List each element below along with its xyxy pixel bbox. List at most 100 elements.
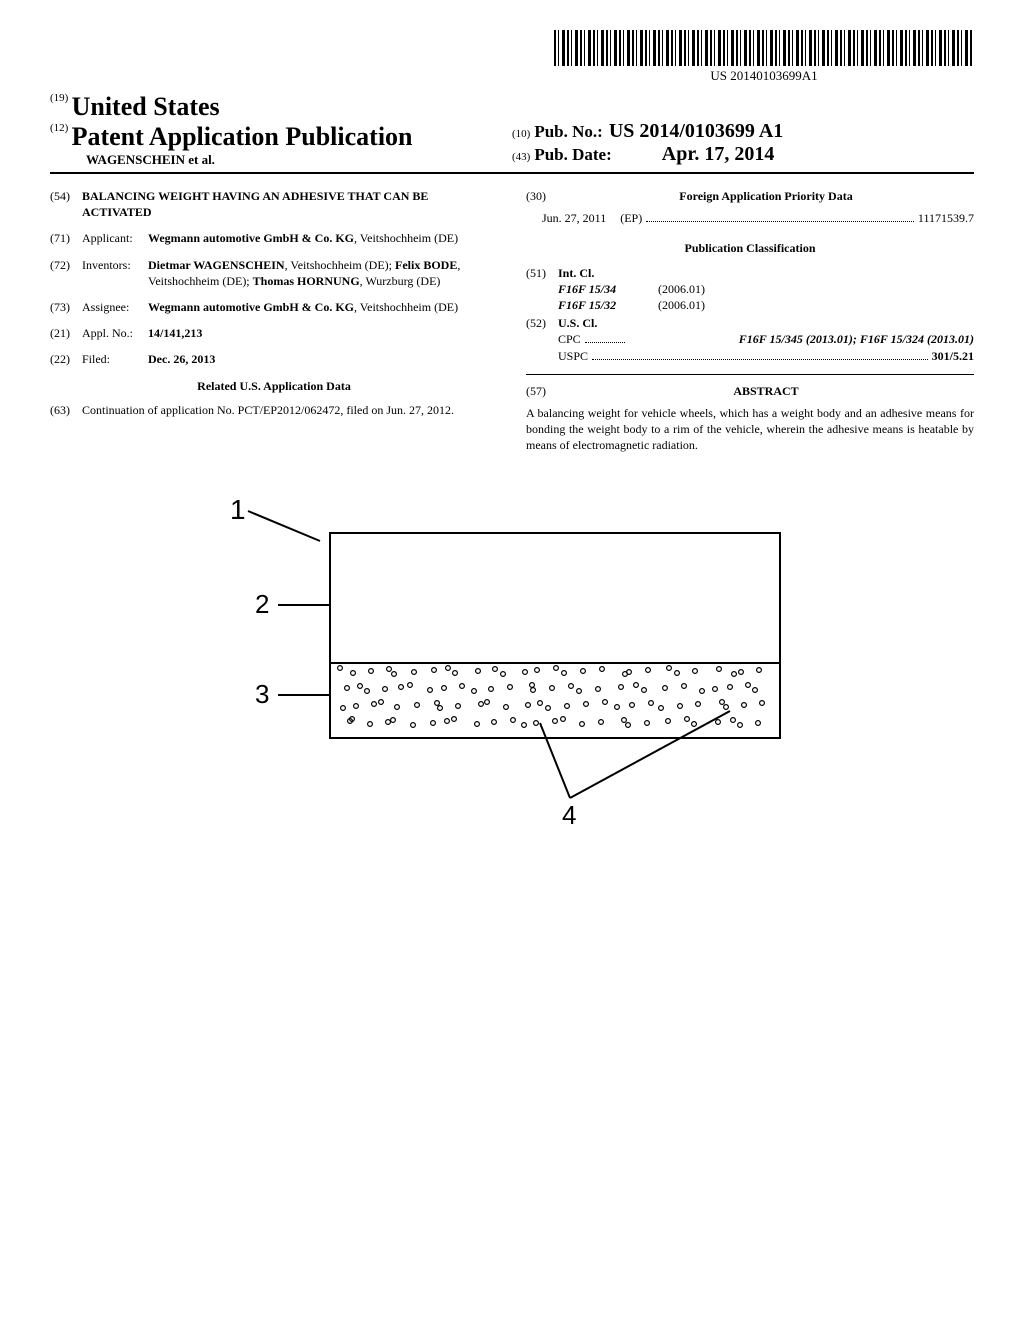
header-right: (10) Pub. No.: US 2014/0103699 A1 (43) P… xyxy=(512,92,974,168)
code-19: (19) xyxy=(50,92,68,104)
code-22: (22) xyxy=(50,351,82,367)
country: United States xyxy=(72,92,220,121)
uspc-value: 301/5.21 xyxy=(932,348,974,364)
classification-title: Publication Classification xyxy=(526,240,974,256)
code-71: (71) xyxy=(50,230,82,246)
dotted-leader xyxy=(585,342,625,343)
uspc-label: USPC xyxy=(558,348,588,364)
intcl-year: (2006.01) xyxy=(658,297,974,313)
code-72: (72) xyxy=(50,257,82,289)
foreign-title: Foreign Application Priority Data xyxy=(558,188,974,204)
pub-date-row: (43) Pub. Date: Apr. 17, 2014 xyxy=(512,143,974,166)
code-54: (54) xyxy=(50,188,82,220)
code-43: (43) xyxy=(512,151,530,163)
intcl-row: F16F 15/34 (2006.01) xyxy=(558,281,974,297)
related-title: Related U.S. Application Data xyxy=(50,378,498,394)
foreign-date: Jun. 27, 2011 xyxy=(542,210,606,226)
cpc-value: F16F 15/345 (2013.01); F16F 15/324 (2013… xyxy=(629,331,974,347)
country-line: (19) United States xyxy=(50,92,512,122)
pub-no-label: Pub. No.: xyxy=(534,122,602,142)
svg-text:3: 3 xyxy=(255,679,269,709)
applicant-value: Wegmann automotive GmbH & Co. KG, Veitsh… xyxy=(148,230,498,246)
intcl-code: F16F 15/34 xyxy=(558,281,658,297)
abstract-text: A balancing weight for vehicle wheels, w… xyxy=(526,405,974,454)
inventor-name: Felix BODE xyxy=(395,258,457,272)
assignee-label: Assignee: xyxy=(82,299,148,315)
assignee-value: Wegmann automotive GmbH & Co. KG, Veitsh… xyxy=(148,299,498,315)
intcl-label: Int. Cl. xyxy=(558,265,974,281)
intcl-field: (51) Int. Cl. F16F 15/34 (2006.01) F16F … xyxy=(526,265,974,314)
foreign-priority-row: Jun. 27, 2011 (EP) 11171539.7 xyxy=(542,210,974,226)
assignee-place: , Veitshochheim (DE) xyxy=(354,300,458,314)
cpc-row: CPC F16F 15/345 (2013.01); F16F 15/324 (… xyxy=(558,331,974,347)
pub-type: Patent Application Publication xyxy=(72,122,413,151)
applicant-place: , Veitshochheim (DE) xyxy=(354,231,458,245)
inventors-value: Dietmar WAGENSCHEIN, Veitshochheim (DE);… xyxy=(148,257,498,289)
filed-field: (22) Filed: Dec. 26, 2013 xyxy=(50,351,498,367)
body-columns: (54) BALANCING WEIGHT HAVING AN ADHESIVE… xyxy=(50,188,974,453)
uscl-field: (52) U.S. Cl. CPC F16F 15/345 (2013.01);… xyxy=(526,315,974,364)
code-21: (21) xyxy=(50,325,82,341)
svg-text:2: 2 xyxy=(255,589,269,619)
intcl-block: Int. Cl. F16F 15/34 (2006.01) F16F 15/32… xyxy=(558,265,974,314)
applno-label: Appl. No.: xyxy=(82,325,148,341)
barcode-bars xyxy=(554,30,974,66)
abstract-header: (57) ABSTRACT xyxy=(526,383,974,399)
filed-label: Filed: xyxy=(82,351,148,367)
inventors-label: Inventors: xyxy=(82,257,148,289)
foreign-country: (EP) xyxy=(620,210,642,226)
inventor-name: Thomas HORNUNG xyxy=(253,274,360,288)
authors-line: WAGENSCHEIN et al. xyxy=(86,152,512,168)
pub-date: Apr. 17, 2014 xyxy=(662,143,775,166)
inventor-place: , Wurzburg (DE) xyxy=(360,274,441,288)
right-column: (30) Foreign Application Priority Data J… xyxy=(526,188,974,453)
patent-figure: 1 2 3 4 xyxy=(50,493,974,833)
pub-type-line: (12) Patent Application Publication xyxy=(50,122,512,152)
inventor-name: Dietmar WAGENSCHEIN xyxy=(148,258,285,272)
figure-svg: 1 2 3 4 xyxy=(170,493,870,833)
header-rule xyxy=(50,172,974,174)
svg-text:1: 1 xyxy=(230,494,246,525)
code-51: (51) xyxy=(526,265,558,314)
pub-no: US 2014/0103699 A1 xyxy=(609,120,783,143)
title-field: (54) BALANCING WEIGHT HAVING AN ADHESIVE… xyxy=(50,188,498,220)
intcl-row: F16F 15/32 (2006.01) xyxy=(558,297,974,313)
barcode-text: US 20140103699A1 xyxy=(554,68,974,84)
uscl-block: U.S. Cl. CPC F16F 15/345 (2013.01); F16F… xyxy=(558,315,974,364)
applicant-name: Wegmann automotive GmbH & Co. KG xyxy=(148,231,354,245)
applno-field: (21) Appl. No.: 14/141,213 xyxy=(50,325,498,341)
pub-date-label: Pub. Date: xyxy=(534,145,611,165)
assignee-name: Wegmann automotive GmbH & Co. KG xyxy=(148,300,354,314)
continuation-text: Continuation of application No. PCT/EP20… xyxy=(82,402,498,418)
intcl-code: F16F 15/32 xyxy=(558,297,658,313)
pub-no-row: (10) Pub. No.: US 2014/0103699 A1 xyxy=(512,120,974,143)
code-10: (10) xyxy=(512,128,530,140)
applicant-field: (71) Applicant: Wegmann automotive GmbH … xyxy=(50,230,498,246)
code-52: (52) xyxy=(526,315,558,364)
applno-value: 14/141,213 xyxy=(148,325,498,341)
assignee-field: (73) Assignee: Wegmann automotive GmbH &… xyxy=(50,299,498,315)
invention-title: BALANCING WEIGHT HAVING AN ADHESIVE THAT… xyxy=(82,188,498,220)
uscl-label: U.S. Cl. xyxy=(558,315,974,331)
header: (19) United States (12) Patent Applicati… xyxy=(50,92,974,168)
cpc-label: CPC xyxy=(558,331,581,347)
continuation-field: (63) Continuation of application No. PCT… xyxy=(50,402,498,418)
dotted-leader xyxy=(592,359,928,360)
foreign-number: 11171539.7 xyxy=(918,210,974,226)
abstract-label: ABSTRACT xyxy=(558,383,974,399)
header-left: (19) United States (12) Patent Applicati… xyxy=(50,92,512,168)
code-57: (57) xyxy=(526,383,558,399)
filed-value: Dec. 26, 2013 xyxy=(148,351,498,367)
dotted-leader xyxy=(646,221,914,222)
barcode: US 20140103699A1 xyxy=(554,30,974,84)
foreign-title-row: (30) Foreign Application Priority Data xyxy=(526,188,974,204)
svg-text:4: 4 xyxy=(562,800,576,830)
barcode-region: US 20140103699A1 xyxy=(50,30,974,84)
abstract-rule xyxy=(526,374,974,375)
left-column: (54) BALANCING WEIGHT HAVING AN ADHESIVE… xyxy=(50,188,498,453)
inventor-place: , Veitshochheim (DE); xyxy=(285,258,395,272)
intcl-year: (2006.01) xyxy=(658,281,974,297)
inventors-field: (72) Inventors: Dietmar WAGENSCHEIN, Vei… xyxy=(50,257,498,289)
code-30: (30) xyxy=(526,188,558,204)
code-73: (73) xyxy=(50,299,82,315)
